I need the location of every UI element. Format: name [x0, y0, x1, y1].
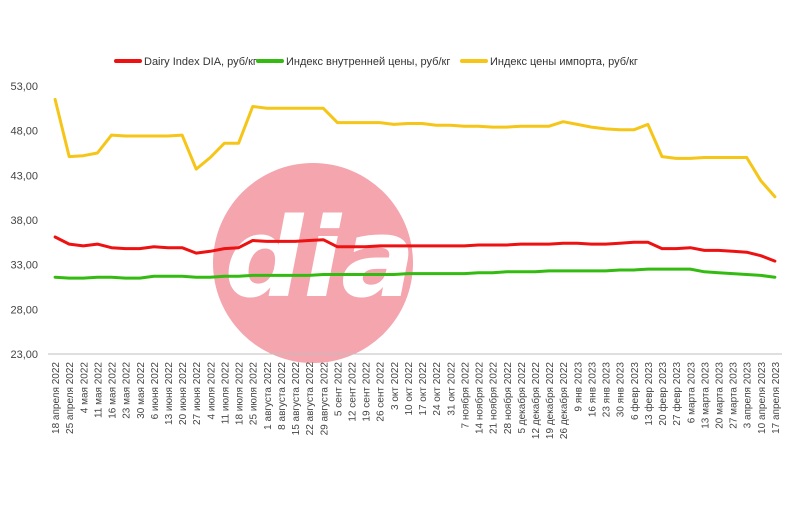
watermark-logo-text: dia: [225, 194, 416, 322]
x-tick-label: 30 мая 2022: [136, 362, 147, 419]
y-tick-label: 43,00: [10, 170, 38, 182]
x-tick-label: 15 августа 2022: [291, 362, 302, 436]
x-tick-label: 20 февр 2023: [657, 362, 669, 426]
x-tick-label: 7 ноября 2022: [459, 362, 471, 429]
x-tick-label: 21 ноября 2022: [488, 362, 500, 434]
y-tick-label: 23,00: [10, 349, 38, 361]
y-axis: 23,00 28,00 33,00 38,00 43,00 48,00 53,00: [10, 81, 38, 361]
x-tick-label: 11 мая 2022: [93, 362, 104, 418]
y-tick-label: 33,00: [10, 260, 38, 272]
x-tick-label: 24 окт 2022: [432, 362, 443, 416]
x-tick-label: 11 июля 2022: [220, 362, 231, 425]
x-tick-label: 4 июля 2022: [206, 362, 217, 420]
x-tick-label: 9 янв 2023: [573, 362, 584, 412]
x-tick-label: 25 апреля 2022: [65, 362, 76, 434]
x-tick-label: 6 марта 2023: [686, 362, 697, 424]
x-tick-label: 1 августа 2022: [263, 362, 274, 430]
x-tick-label: 8 августа 2022: [277, 362, 288, 430]
x-tick-label: 23 мая 2022: [122, 362, 133, 419]
legend: Dairy Index DIA, руб/кг Индекс внутренней…: [116, 56, 638, 68]
x-tick-label: 22 августа 2022: [305, 362, 316, 436]
x-tick-label: 20 июня 2022: [178, 362, 189, 425]
y-tick-label: 53,00: [10, 81, 38, 93]
dia-watermark-logo: dia: [213, 163, 415, 363]
x-tick-label: 4 мая 2022: [79, 362, 90, 414]
x-tick-label: 5 сент 2022: [333, 362, 344, 416]
x-tick-label: 27 марта 2023: [729, 362, 740, 429]
x-tick-label: 18 апреля 2022: [51, 362, 62, 434]
x-tick-label: 19 декабря 2022: [544, 362, 556, 440]
x-tick-label: 30 янв 2023: [616, 362, 627, 418]
x-tick-label: 6 февр 2023: [629, 362, 641, 420]
legend-label: Индекс внутренней цены, руб/кг: [286, 56, 450, 68]
x-tick-label: 14 ноября 2022: [474, 362, 486, 434]
series-line-2: [55, 99, 775, 196]
legend-label: Индекс цены импорта, руб/кг: [490, 56, 638, 68]
x-tick-label: 23 янв 2023: [602, 362, 613, 418]
x-tick-label: 18 июля 2022: [235, 362, 246, 425]
x-tick-label: 10 окт 2022: [404, 362, 415, 416]
x-tick-label: 27 февр 2023: [671, 362, 683, 426]
x-tick-label: 3 окт 2022: [390, 362, 401, 410]
x-tick-label: 26 декабря 2022: [558, 362, 570, 440]
x-tick-label: 10 апреля 2023: [757, 362, 768, 434]
x-tick-label: 19 сент 2022: [362, 362, 373, 422]
x-tick-label: 5 декабря 2022: [516, 362, 528, 434]
y-tick-label: 28,00: [10, 304, 38, 316]
x-tick-label: 16 янв 2023: [587, 362, 598, 418]
x-tick-label: 29 августа 2022: [319, 362, 330, 436]
x-tick-label: 20 марта 2023: [715, 362, 726, 429]
x-tick-label: 13 июня 2022: [164, 362, 175, 425]
x-tick-label: 3 апреля 2023: [743, 362, 754, 429]
x-tick-label: 13 марта 2023: [700, 362, 711, 429]
x-tick-label: 26 сент 2022: [376, 362, 387, 422]
x-tick-label: 17 окт 2022: [418, 362, 429, 416]
x-tick-label: 28 ноября 2022: [502, 362, 514, 434]
x-tick-label: 12 сент 2022: [348, 362, 359, 422]
x-tick-label: 17 апреля 2023: [771, 362, 782, 434]
legend-label: Dairy Index DIA, руб/кг: [144, 56, 257, 68]
x-tick-label: 31 окт 2022: [446, 362, 457, 416]
x-tick-label: 6 июня 2022: [150, 362, 161, 420]
x-tick-label: 25 июля 2022: [249, 362, 260, 425]
x-tick-label: 12 декабря 2022: [530, 362, 542, 440]
x-tick-label: 16 мая 2022: [108, 362, 119, 419]
x-tick-label: 27 июня 2022: [192, 362, 203, 425]
y-tick-label: 38,00: [10, 215, 38, 227]
y-tick-label: 48,00: [10, 126, 38, 138]
x-tick-label: 13 февр 2023: [643, 362, 655, 426]
